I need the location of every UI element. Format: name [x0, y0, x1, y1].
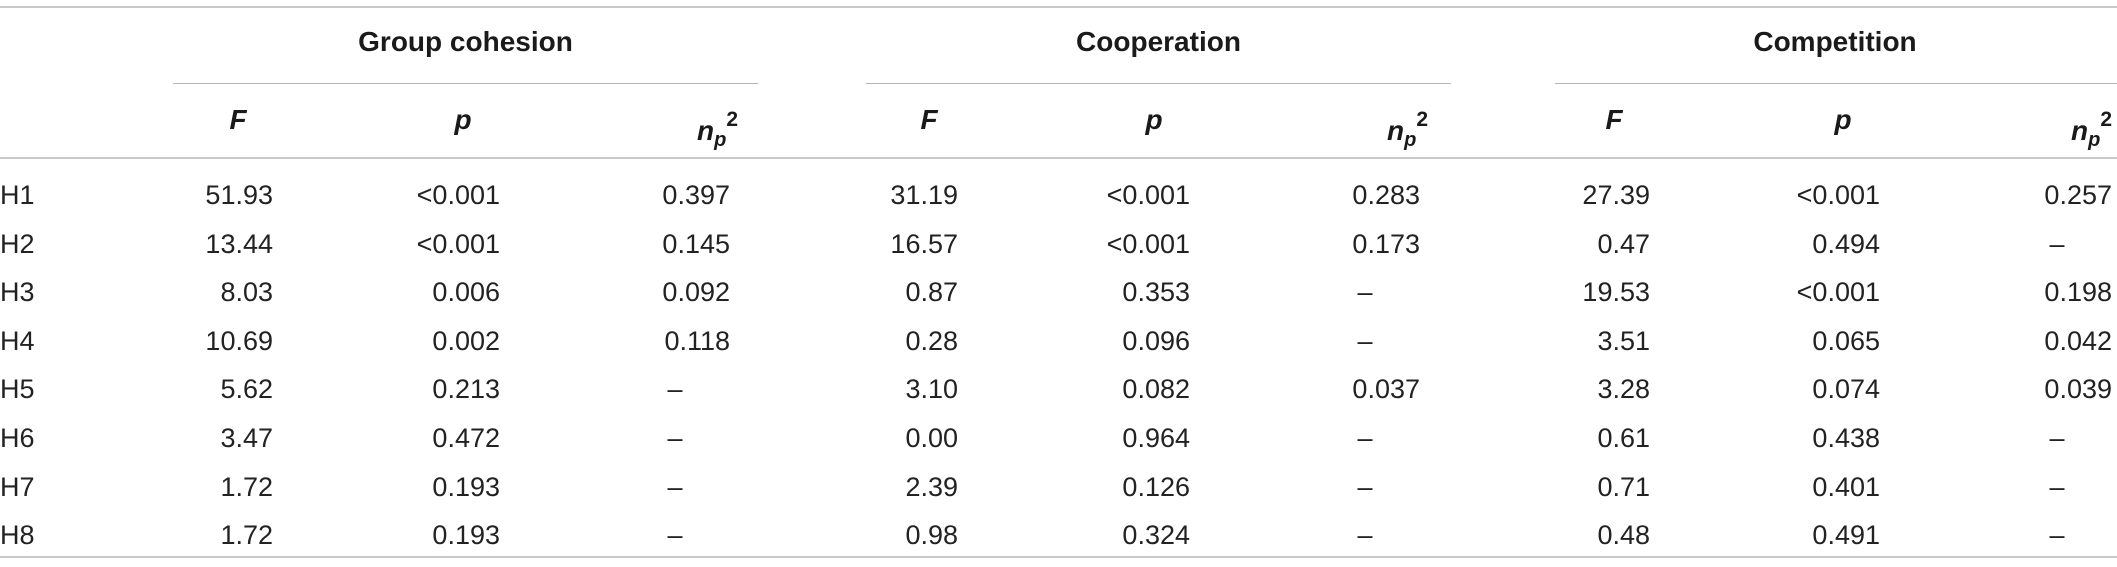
table-cell: 0.98 — [905, 520, 958, 551]
table-cell: – — [2049, 423, 2065, 453]
table-cell: <0.001 — [1796, 277, 1880, 308]
table-cell: 16.57 — [890, 228, 958, 259]
table-cell: 0.042 — [2044, 325, 2112, 356]
table-cell: 3.10 — [905, 374, 958, 405]
table-cell: – — [2049, 471, 2065, 502]
table-cell: 0.964 — [1122, 423, 1190, 453]
table-cell: 31.19 — [890, 180, 958, 210]
table-cell: 3.28 — [1597, 374, 1650, 405]
group-title-competition: Competition — [1753, 26, 1917, 57]
table-cell: 27.39 — [1582, 180, 1650, 210]
row-label: H4 — [0, 325, 35, 356]
table-cell: – — [1357, 325, 1373, 356]
table-cell: 0.039 — [2044, 374, 2112, 405]
table-cell: 5.62 — [220, 374, 273, 405]
table-cell: 0.61 — [1597, 423, 1650, 453]
table-cell: – — [1357, 277, 1373, 308]
table-cell: 10.69 — [205, 325, 273, 356]
table-cell: 0.037 — [1352, 374, 1420, 405]
group-title-cohesion: Group cohesion — [358, 26, 573, 57]
header-eta-cooperation: np2 — [1386, 108, 1428, 151]
table-cell: – — [2049, 228, 2065, 259]
table-cell: 1.72 — [220, 520, 273, 551]
table-cell: 0.472 — [432, 423, 500, 453]
group-title-cooperation: Cooperation — [1076, 26, 1241, 57]
table-cell: 0.401 — [1812, 471, 1880, 502]
header-eta-competition: np2 — [2070, 108, 2112, 151]
row-label: H1 — [0, 180, 35, 210]
header-f-competition: F — [1605, 104, 1623, 135]
table-cell: 0.198 — [2044, 277, 2112, 308]
table-cell: 0.48 — [1597, 520, 1650, 551]
row-label: H7 — [0, 471, 35, 502]
header-eta-cohesion: np2 — [696, 108, 738, 151]
table-cell: 0.494 — [1812, 228, 1880, 259]
table-cell: – — [667, 374, 683, 405]
table-cell: 0.491 — [1812, 520, 1880, 551]
header-p-cooperation: p — [1145, 104, 1163, 135]
row-label: H8 — [0, 520, 35, 551]
table-cell: 0.173 — [1352, 228, 1420, 259]
table-top-rule — [0, 6, 2117, 8]
table-cell: 3.47 — [220, 423, 273, 453]
table-bottom-rule — [0, 556, 2117, 558]
table-cell: – — [1357, 423, 1373, 453]
table-cell: 0.283 — [1352, 180, 1420, 210]
row-label: H5 — [0, 374, 35, 405]
table-cell: – — [1357, 520, 1373, 551]
table-cell: <0.001 — [1106, 228, 1190, 259]
header-p-competition: p — [1834, 104, 1852, 135]
table-cell: 0.145 — [662, 228, 730, 259]
table-cell: 0.00 — [905, 423, 958, 453]
table-cell: 0.257 — [2044, 180, 2112, 210]
table-cell: 0.71 — [1597, 471, 1650, 502]
table-cell: 0.47 — [1597, 228, 1650, 259]
table-cell: 0.118 — [664, 325, 730, 356]
table-cell: 0.193 — [432, 471, 500, 502]
table-cell: <0.001 — [1106, 180, 1190, 210]
header-p-cohesion: p — [454, 104, 472, 135]
table-cell: 13.44 — [205, 228, 273, 259]
table-cell: 0.324 — [1122, 520, 1190, 551]
table-cell: 0.065 — [1812, 325, 1880, 356]
row-label: H6 — [0, 423, 35, 453]
header-f-cooperation: F — [920, 104, 938, 135]
row-label: H3 — [0, 277, 35, 308]
header-f-cohesion: F — [229, 104, 247, 135]
group-rule-competition — [1555, 83, 2117, 84]
row-label: H2 — [0, 228, 35, 259]
table-cell: 8.03 — [220, 277, 273, 308]
table-cell: 0.28 — [905, 325, 958, 356]
table-header-rule — [0, 157, 2117, 159]
table-cell: 0.002 — [432, 325, 500, 356]
table-cell: 0.213 — [432, 374, 500, 405]
table-cell: 0.193 — [432, 520, 500, 551]
table-cell: – — [1357, 471, 1373, 502]
table-cell: 0.082 — [1122, 374, 1190, 405]
table-cell: 0.074 — [1812, 374, 1880, 405]
table-cell: – — [2049, 520, 2065, 551]
table-cell: – — [667, 423, 683, 453]
table-cell: 2.39 — [905, 471, 958, 502]
table-cell: <0.001 — [1796, 180, 1880, 210]
table-cell: 0.092 — [662, 277, 730, 308]
table-cell: 0.353 — [1122, 277, 1190, 308]
table-cell: 3.51 — [1597, 325, 1650, 356]
table-cell: 19.53 — [1582, 277, 1650, 308]
table-cell: 0.87 — [905, 277, 958, 308]
table-cell: – — [667, 471, 683, 502]
table-cell: 0.397 — [662, 180, 730, 210]
table-cell: 0.438 — [1812, 423, 1880, 453]
group-rule-cohesion — [173, 83, 758, 84]
table-cell: <0.001 — [416, 180, 500, 210]
table-cell: 51.93 — [205, 180, 273, 210]
group-rule-cooperation — [866, 83, 1451, 84]
table-cell: – — [667, 520, 683, 551]
table-cell: 0.006 — [432, 277, 500, 308]
table-cell: <0.001 — [416, 228, 500, 259]
table-cell: 0.126 — [1122, 471, 1190, 502]
table-cell: 0.096 — [1122, 325, 1190, 356]
table-cell: 1.72 — [220, 471, 273, 502]
